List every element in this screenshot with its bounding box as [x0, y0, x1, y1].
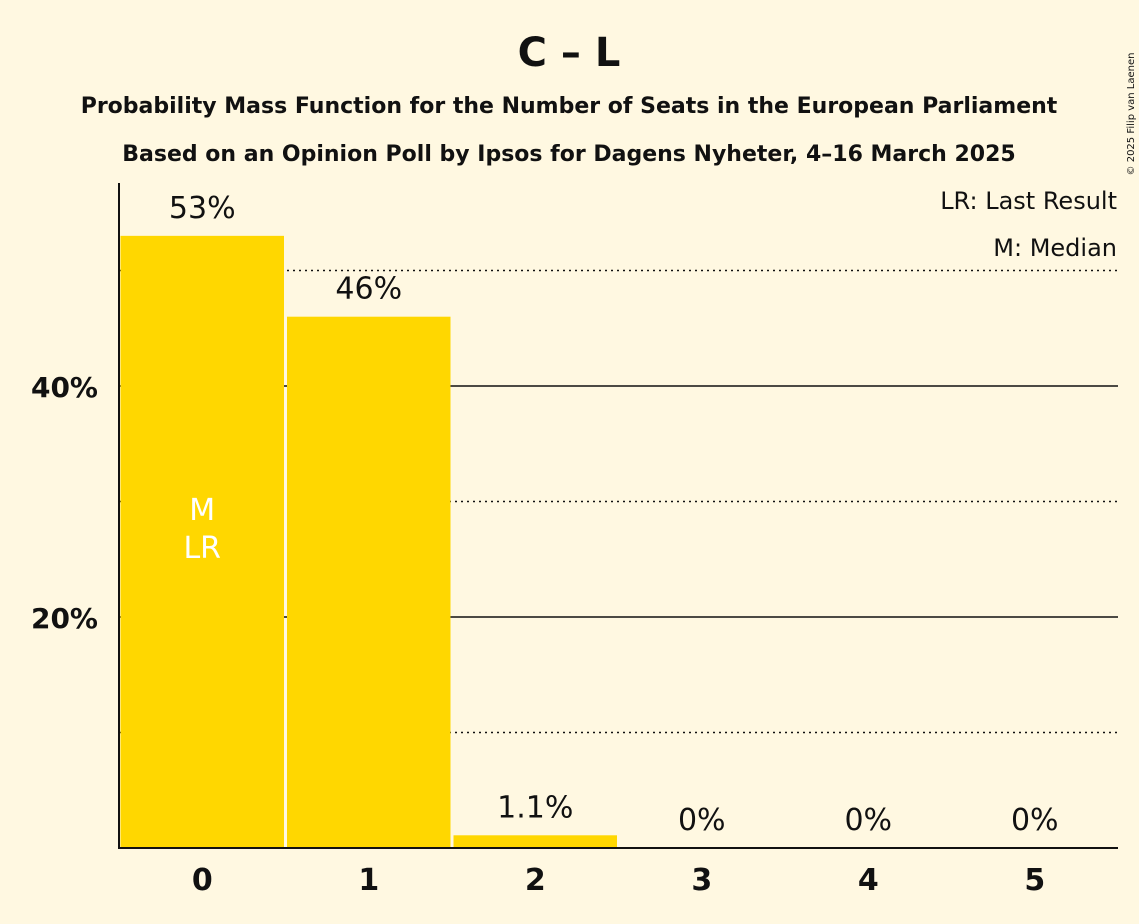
bar-2: [453, 835, 617, 848]
y-tick-40: 40%: [31, 371, 98, 404]
legend-median: M: Median: [993, 234, 1117, 262]
x-tick-0: 0: [192, 863, 213, 898]
bar-marker-lr: LR: [183, 531, 221, 566]
chart-subtitle-1: Probability Mass Function for the Number…: [81, 94, 1058, 119]
x-tick-1: 1: [358, 863, 379, 898]
bar-value-labels: 53% 46% 1.1% 0% 0% 0%: [169, 191, 1059, 838]
copyright-text: © 2025 Filip van Laenen: [1126, 53, 1137, 176]
x-tick-5: 5: [1024, 863, 1045, 898]
bar-1: [287, 316, 451, 848]
bar-marker-m: M: [189, 493, 215, 528]
value-label-3: 0%: [678, 803, 726, 838]
y-tick-20: 20%: [31, 602, 98, 635]
value-label-4: 0%: [844, 803, 892, 838]
y-tick-labels: 20% 40%: [31, 371, 98, 635]
gridlines: [119, 269, 1118, 734]
x-tick-labels: 0 1 2 3 4 5: [192, 863, 1045, 898]
x-tick-4: 4: [858, 863, 879, 898]
value-label-5: 0%: [1011, 803, 1059, 838]
value-label-1: 46%: [335, 272, 402, 307]
legend-last-result: LR: Last Result: [940, 187, 1117, 215]
value-label-2: 1.1%: [497, 790, 573, 825]
bar-0: [120, 235, 284, 849]
value-label-0: 53%: [169, 191, 236, 226]
x-tick-3: 3: [691, 863, 712, 898]
chart-title: C – L: [518, 30, 621, 76]
x-tick-2: 2: [525, 863, 546, 898]
chart-subtitle-2: Based on an Opinion Poll by Ipsos for Da…: [122, 142, 1015, 167]
bars: [120, 235, 617, 849]
bar-markers: MLR: [183, 493, 221, 566]
